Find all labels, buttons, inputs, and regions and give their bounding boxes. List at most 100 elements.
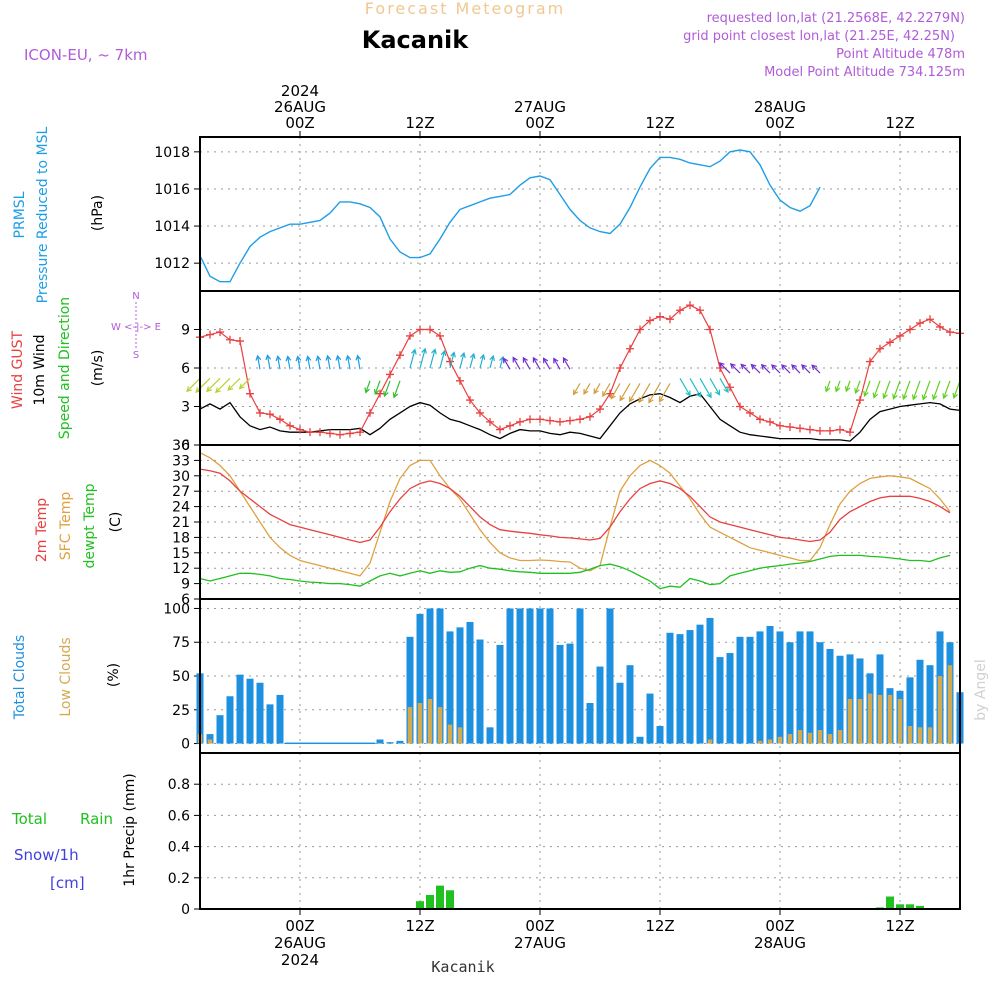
wind-direction-arrow [255,354,262,370]
wind-direction-arrow [325,354,332,370]
wind-direction-arrow [315,354,322,370]
dewpt-line [199,554,951,590]
total-cloud-bar [686,630,694,744]
total-cloud-bar [325,742,335,745]
snow-unit-label: [cm] [50,874,85,892]
total-cloud-bar [246,678,254,744]
low-cloud-bar [457,727,463,744]
total-cloud-bar [236,674,244,744]
gust-marker [806,425,814,434]
prmsl-label: PRMSL [12,191,28,238]
time-label-top: 00Z [285,114,314,132]
precip-tick-label: 0.4 [168,840,190,856]
wind-direction-arrow [522,356,531,370]
wind-direction-arrow [392,380,401,399]
wind-tick-label: 0 [181,438,190,454]
total-cloud-bar [646,693,654,744]
low-cloud-bar [767,739,773,744]
wind-panel: 0 3 6 9 [181,290,964,454]
low-cloud-bar [437,707,443,744]
wind10-label: 10m Wind [32,334,48,405]
wind-direction-arrow [863,380,871,398]
time-label-bottom: 12Z [885,917,914,935]
wind-direction-arrow [429,348,437,369]
low-cloud-bar [757,740,763,744]
total-cloud-bar [486,727,494,744]
temp-tick-label: 30 [172,469,190,485]
wind-direction-arrow [658,383,671,403]
wind-direction-arrow [335,354,342,370]
gust-marker [526,415,534,424]
prmsl-line [199,149,821,283]
gust-marker [446,357,454,366]
wind-direction-arrow [610,383,621,400]
total-cloud-bar [436,608,444,744]
total-cloud-bar [706,617,714,744]
wind-direction-arrow [345,354,352,370]
total-cloud-bar [636,736,644,744]
wind-direction-arrow [689,377,702,398]
temp-tick-label: 21 [172,515,190,531]
wind-direction-arrow [781,364,791,374]
gust-marker [456,376,464,385]
wind-direction-arrow [952,380,961,399]
total-cloud-bar [766,626,774,744]
location-title: Kacanik [362,26,470,54]
gust-marker [216,328,224,337]
low-cloud-bar [947,665,953,744]
wind-direction-arrow [227,377,241,391]
t2m-label: 2m Temp [34,498,50,562]
low-clouds-label: Low Clouds [58,637,74,716]
time-label-bottom: 27AUG [514,934,566,952]
gust-marker [756,415,764,424]
cloud-tick-label: 100 [163,601,190,617]
total-cloud-bar [355,742,365,745]
gust-marker [856,396,864,405]
total-cloud-bar [226,696,234,744]
pressure-tick-label: 1014 [154,219,190,235]
low-cloud-bar [857,698,863,744]
gust-marker [946,328,954,337]
gust-marker [616,364,624,372]
gust-marker [476,408,484,417]
pressure-label: Pressure Reduced to MSL [35,126,51,303]
wind-direction-arrow [872,380,881,399]
total-cloud-bar [716,657,724,744]
gust-marker [366,408,374,417]
low-cloud-bar [897,698,903,744]
wind-direction-arrow [459,351,466,369]
gust-marker [296,425,304,434]
pressure-tick-label: 1018 [154,145,190,161]
total-cloud-bar [626,665,634,744]
gust-marker [206,330,214,339]
wind-direction-arrow [364,380,371,394]
wind-direction-arrow [718,362,731,374]
rain-bar [436,885,444,909]
total-cloud-bar [806,631,814,744]
wind-direction-arrow [295,355,302,370]
total-cloud-bar [666,632,674,744]
pressure-unit: (hPa) [90,195,106,231]
wind-direction-arrow [892,380,901,400]
wind-direction-arrow [489,354,495,369]
wind-direction-arrow [305,355,312,370]
precip-panel: 0 0.2 0.4 0.6 0.8 [168,752,961,918]
total-cloud-bar [746,636,754,744]
wind-direction-arrow [729,363,741,374]
total-cloud-bar [216,715,224,744]
wind-direction-arrow [648,383,661,404]
temp-unit: (C) [108,512,124,533]
speed-dir-label: Speed and Direction [57,297,73,439]
total-cloud-bar [416,613,424,744]
temp-tick-label: 33 [172,453,190,469]
wind-direction-arrow [811,364,821,374]
wind-tick-label: 9 [181,323,190,339]
gust-marker [236,337,244,346]
total-cloud-bar [736,636,744,744]
total-cloud-bar [266,704,274,744]
total-cloud-bar [285,742,295,745]
wind-direction-arrow [931,380,941,401]
panel-bg [200,137,960,291]
